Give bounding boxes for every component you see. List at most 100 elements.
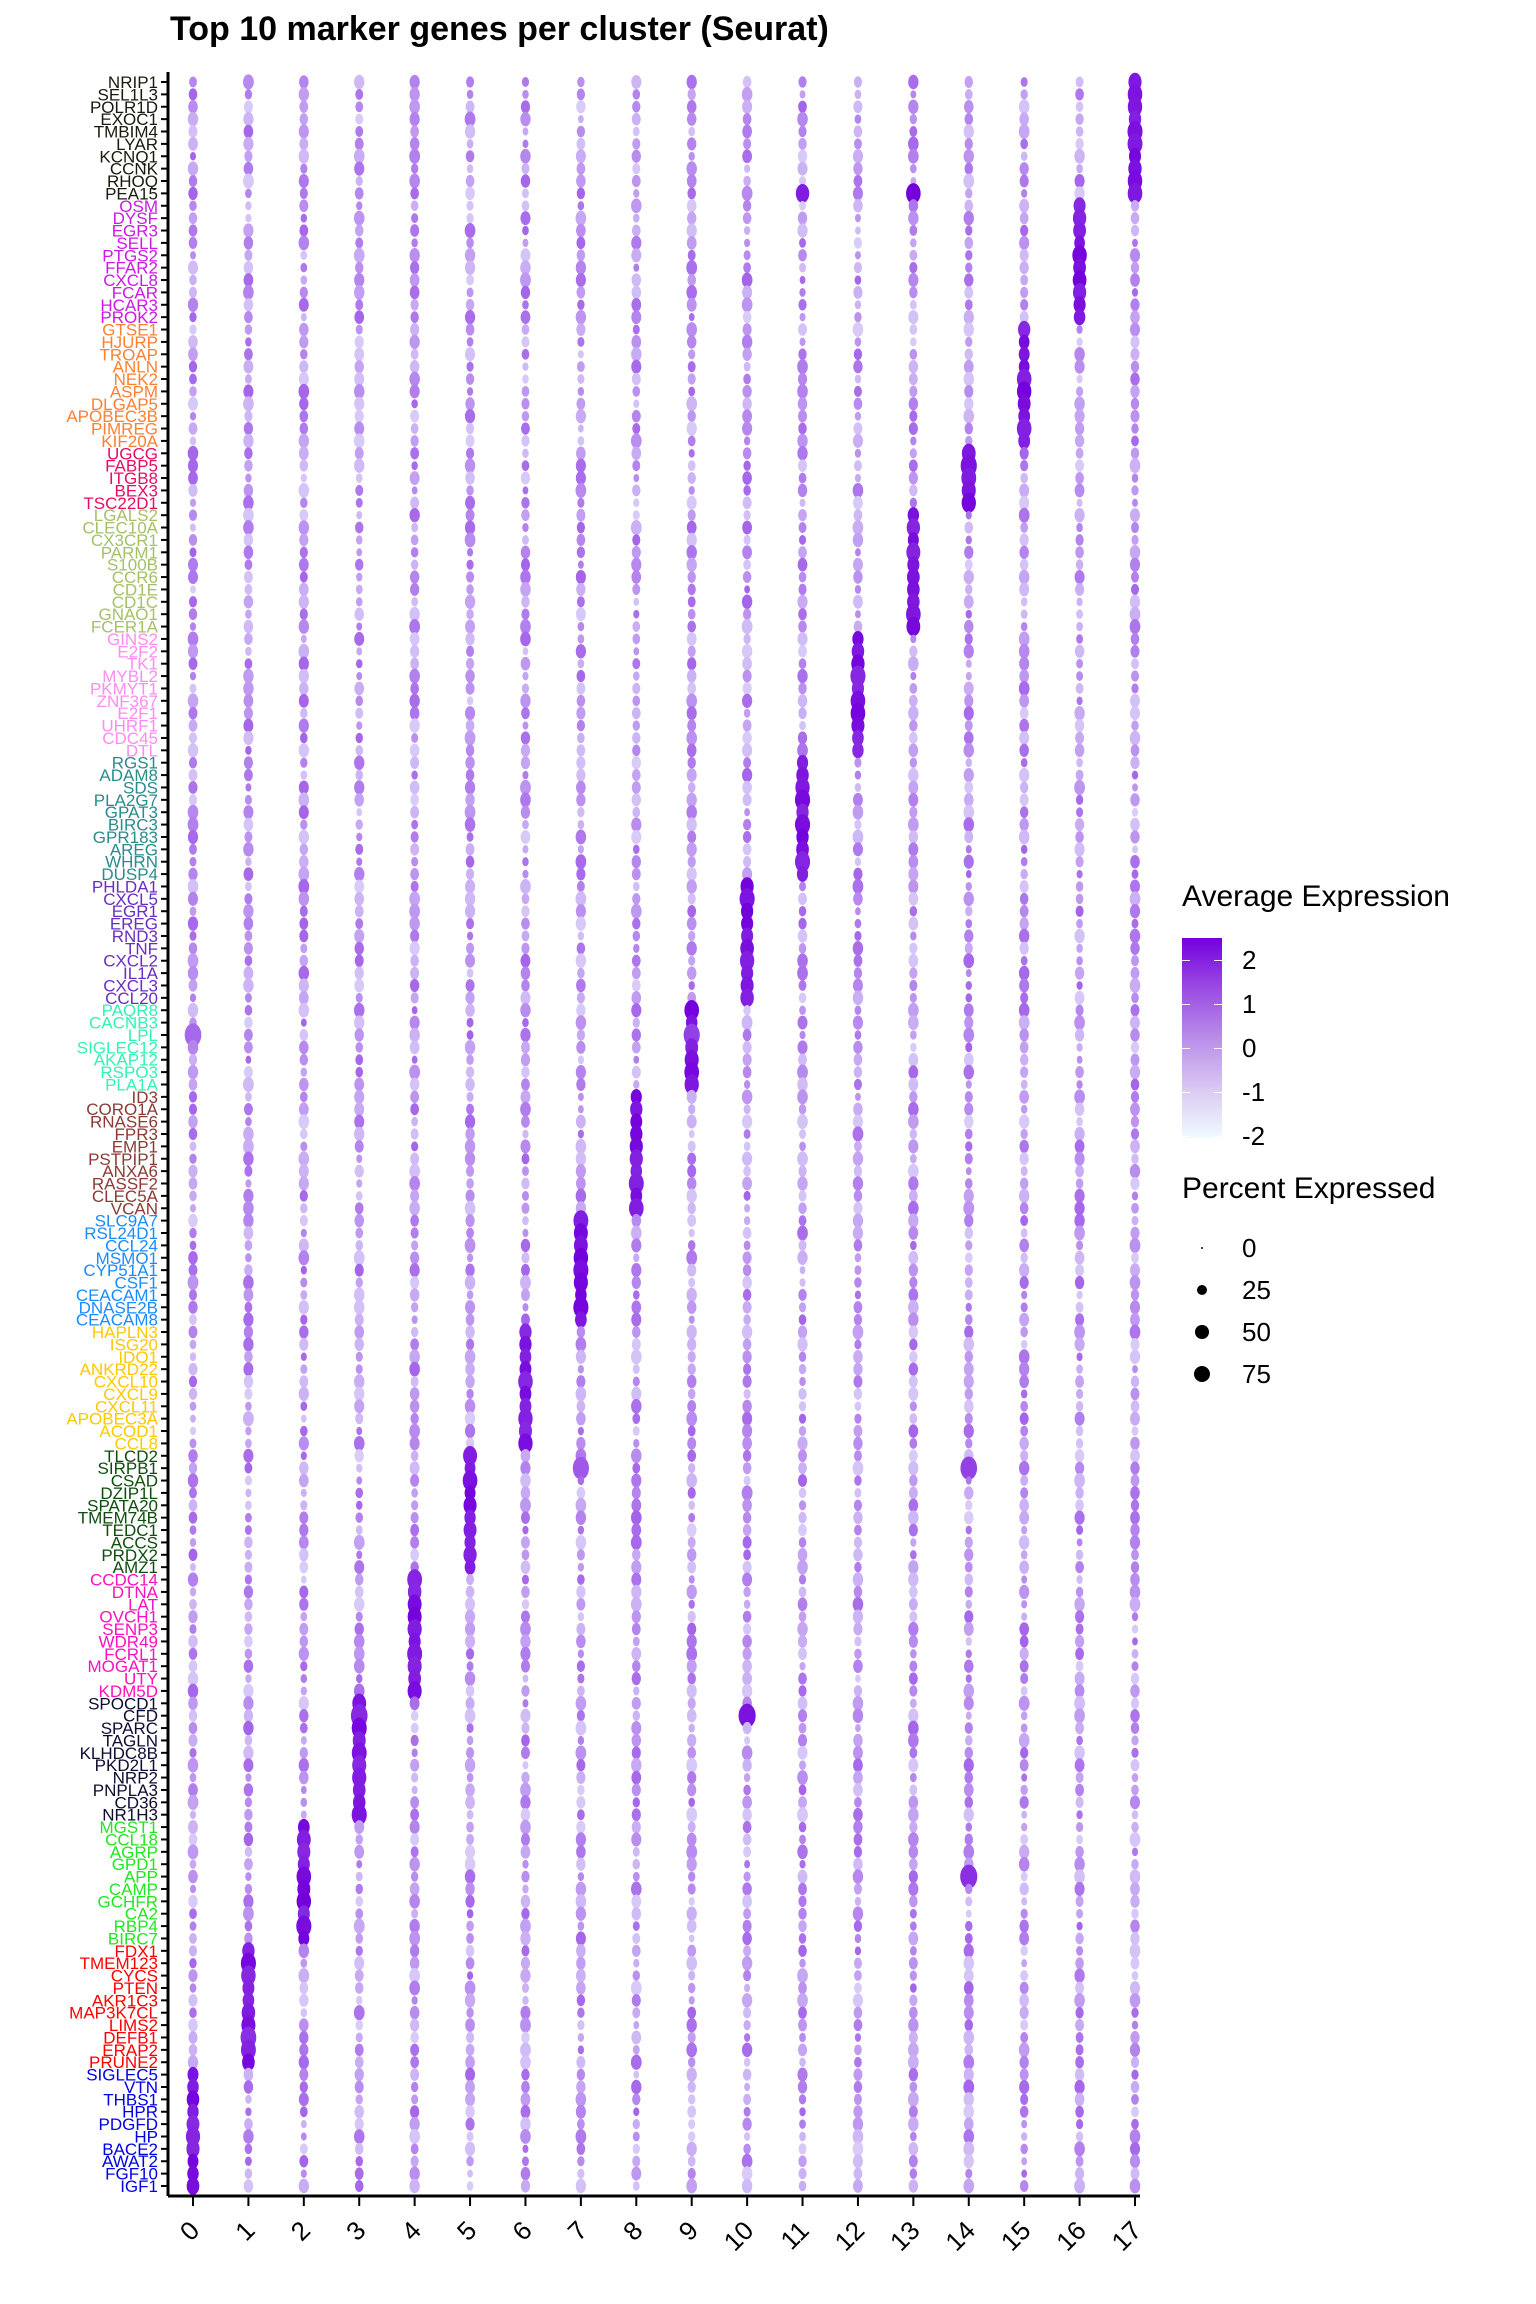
dot-point xyxy=(797,1225,808,1241)
dot-point xyxy=(798,299,807,311)
dot-point xyxy=(909,682,918,694)
dot-point xyxy=(742,212,752,225)
dot-point xyxy=(355,1834,363,1845)
dot-point xyxy=(520,805,531,819)
dot-point xyxy=(410,1090,420,1104)
dot-point xyxy=(797,383,808,399)
dot-point xyxy=(741,964,754,982)
dot-point xyxy=(908,842,919,857)
dot-point xyxy=(963,1188,974,1204)
dot-point xyxy=(965,1920,973,1932)
dot-point xyxy=(688,1723,695,1733)
dot-point xyxy=(188,1869,198,1884)
dot-point xyxy=(854,1413,862,1424)
dot-point xyxy=(632,1017,640,1028)
dot-point xyxy=(465,719,475,732)
dot-point xyxy=(1130,1486,1140,1500)
dot-point xyxy=(1129,1324,1141,1340)
dot-point xyxy=(855,1724,861,1733)
dot-point xyxy=(799,1834,806,1845)
dot-point xyxy=(797,483,808,498)
dot-point xyxy=(853,198,863,213)
dot-point xyxy=(520,1918,531,1934)
dot-point xyxy=(243,1275,254,1290)
dot-point xyxy=(910,90,917,99)
dot-point xyxy=(1074,148,1085,164)
dot-point xyxy=(576,1585,586,1599)
dot-point xyxy=(352,1767,367,1788)
dot-point xyxy=(1129,606,1141,622)
dot-point xyxy=(1019,310,1029,324)
dot-point xyxy=(520,285,531,300)
dot-point xyxy=(797,1968,808,1984)
dot-point xyxy=(243,1200,254,1216)
dot-point xyxy=(687,1746,697,1759)
dot-point xyxy=(1130,397,1140,410)
gene-label: PKMYT1 xyxy=(90,679,158,698)
dot-point xyxy=(466,832,474,842)
dot-point xyxy=(522,671,529,681)
dot-point xyxy=(300,1500,308,1511)
gene-label: TAGLN xyxy=(103,1731,158,1750)
dot-point xyxy=(686,1683,697,1699)
dot-point xyxy=(688,349,696,360)
dot-point xyxy=(633,1958,640,1968)
dot-point xyxy=(963,148,974,164)
dot-point xyxy=(464,520,476,535)
dot-point xyxy=(187,693,199,709)
dot-point xyxy=(965,225,973,236)
dot-point xyxy=(299,2143,308,2155)
dot-point xyxy=(799,238,807,248)
dot-point xyxy=(244,1004,253,1016)
dot-point xyxy=(744,1983,751,1993)
dot-point xyxy=(797,1696,808,1711)
dot-point xyxy=(1131,2106,1139,2118)
dot-point xyxy=(522,819,529,830)
dot-point xyxy=(1018,680,1030,696)
gene-label: CD1C xyxy=(112,593,158,612)
gene-label: WDR49 xyxy=(98,1632,158,1651)
dot-point xyxy=(631,1672,641,1686)
dot-point xyxy=(743,1969,752,1982)
dot-point xyxy=(1019,1374,1029,1389)
dot-point xyxy=(577,1364,584,1374)
dot-point xyxy=(464,1671,476,1686)
dot-point xyxy=(799,720,806,731)
dot-point xyxy=(964,1771,974,1784)
dot-point xyxy=(742,1919,752,1933)
dot-point xyxy=(741,334,753,350)
dot-point xyxy=(1075,76,1084,88)
dot-point xyxy=(410,1722,419,1734)
dot-point xyxy=(354,1313,364,1326)
dot-point xyxy=(188,509,198,521)
dot-point xyxy=(908,459,918,472)
dot-point xyxy=(577,658,585,669)
dot-point xyxy=(466,1290,474,1300)
dot-point xyxy=(687,1672,696,1685)
dot-point xyxy=(409,148,421,164)
dot-point xyxy=(189,436,197,446)
dot-point xyxy=(1075,893,1084,905)
dot-point xyxy=(409,916,420,931)
dot-point xyxy=(1075,1164,1084,1178)
dot-point xyxy=(576,1944,586,1958)
dot-point xyxy=(909,1685,918,1697)
dot-point xyxy=(521,1313,530,1326)
dot-point xyxy=(1074,1411,1085,1426)
dot-point xyxy=(1130,2167,1140,2180)
dot-point xyxy=(909,1970,917,1981)
dot-point xyxy=(355,1364,363,1375)
dot-point xyxy=(743,1599,751,1609)
dot-point xyxy=(411,2094,419,2105)
gene-label: PROK2 xyxy=(100,308,158,327)
dot-point xyxy=(1075,2006,1084,2019)
dot-point xyxy=(243,2080,254,2094)
dot-point xyxy=(798,1933,807,1944)
dot-point xyxy=(741,1993,753,2008)
dot-point xyxy=(1131,770,1139,780)
dot-point xyxy=(1075,1066,1084,1079)
dot-point xyxy=(189,1958,197,1969)
dot-point xyxy=(188,1709,198,1722)
dot-point xyxy=(520,1486,531,1500)
dot-point xyxy=(1076,758,1083,768)
